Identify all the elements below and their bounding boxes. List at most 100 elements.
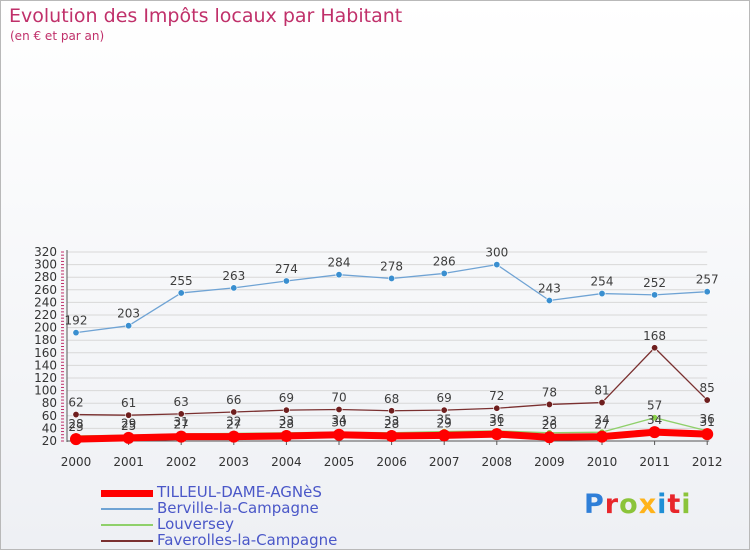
legend-swatch [101, 489, 153, 497]
x-tick-label: 2011 [639, 455, 670, 469]
data-point [598, 399, 606, 407]
data-label: 68 [384, 392, 399, 406]
data-label: 29 [121, 416, 136, 430]
x-tick-label: 2000 [61, 455, 92, 469]
data-label: 63 [174, 395, 189, 409]
y-tick-label: 140 [34, 358, 57, 372]
data-label: 33 [279, 414, 294, 428]
data-point [440, 269, 448, 277]
data-point [543, 431, 556, 444]
data-label: 70 [331, 391, 346, 405]
data-point [388, 274, 396, 282]
data-label: 28 [279, 417, 294, 431]
data-point [438, 429, 451, 442]
data-label: 274 [275, 262, 298, 276]
data-point [227, 430, 240, 443]
data-label: 69 [279, 391, 294, 405]
logo-letter: x [638, 489, 658, 520]
data-label: 35 [437, 413, 452, 427]
data-point [125, 322, 133, 330]
data-label: 29 [437, 416, 452, 430]
data-label: 33 [384, 414, 399, 428]
data-label: 254 [591, 275, 614, 289]
data-label: 72 [489, 389, 504, 403]
legend-swatch [101, 524, 153, 526]
y-tick-label: 100 [34, 384, 57, 398]
data-label: 300 [485, 246, 508, 260]
data-point [490, 428, 503, 441]
x-tick-label: 2005 [324, 455, 355, 469]
data-point [72, 329, 80, 337]
data-label: 243 [538, 282, 561, 296]
x-tick-label: 2006 [376, 455, 407, 469]
y-tick-label: 320 [34, 245, 57, 259]
data-point [333, 428, 345, 441]
data-label: 255 [170, 274, 193, 288]
data-label: 286 [433, 254, 456, 268]
data-point [651, 414, 659, 422]
data-point [177, 410, 185, 418]
data-label: 30 [331, 416, 346, 430]
data-label: 23 [68, 420, 83, 434]
data-point [230, 284, 238, 292]
x-tick-label: 2012 [692, 455, 723, 469]
y-tick-label: 200 [34, 321, 57, 335]
data-label: 34 [647, 413, 662, 427]
logo-letter: i [681, 489, 692, 520]
logo-letter: P [584, 489, 605, 520]
legend-label: Louversey [157, 515, 234, 533]
x-tick-label: 2002 [166, 455, 197, 469]
legend-label: Faverolles-la-Campagne [157, 531, 338, 549]
legend-label: Berville-la-Campagne [157, 499, 319, 517]
data-point [701, 428, 714, 441]
data-point [703, 396, 711, 404]
data-point [648, 426, 661, 439]
data-label: 31 [174, 415, 189, 429]
data-label: 26 [542, 418, 557, 432]
data-label: 278 [380, 259, 403, 273]
data-point [335, 271, 343, 279]
data-point [651, 291, 659, 299]
data-label: 257 [696, 273, 719, 287]
data-point [282, 406, 290, 414]
data-label: 85 [700, 381, 715, 395]
data-point [282, 277, 290, 285]
data-label: 78 [542, 385, 557, 399]
data-label: 62 [68, 396, 83, 410]
data-point [493, 404, 501, 412]
data-label: 27 [174, 418, 189, 432]
chart-subtitle: (en € et par an) [10, 29, 105, 43]
data-label: 28 [384, 417, 399, 431]
data-point [335, 405, 343, 413]
data-label: 263 [222, 269, 245, 283]
data-label: 31 [489, 415, 504, 429]
data-label: 203 [117, 307, 140, 321]
y-tick-label: 80 [42, 396, 57, 410]
y-tick-label: 220 [34, 308, 57, 322]
x-tick-label: 2010 [587, 455, 618, 469]
data-point [493, 261, 501, 269]
data-point [72, 411, 80, 419]
data-label: 33 [542, 414, 557, 428]
data-label: 81 [594, 384, 609, 398]
data-label: 27 [594, 418, 609, 432]
legend-swatch [101, 508, 153, 510]
data-label: 61 [121, 396, 136, 410]
x-tick-label: 2009 [534, 455, 565, 469]
data-point [385, 429, 398, 442]
y-tick-label: 160 [34, 346, 57, 360]
legend-swatch [101, 540, 153, 542]
data-point [230, 408, 238, 416]
data-label: 31 [700, 415, 715, 429]
data-point [596, 430, 608, 443]
data-point [175, 430, 188, 443]
x-tick-label: 2003 [219, 455, 250, 469]
data-label: 284 [328, 256, 351, 270]
y-tick-label: 300 [34, 258, 57, 272]
data-label: 36 [489, 412, 504, 426]
chart-title: Evolution des Impôts locaux par Habitant [9, 5, 403, 27]
data-label: 36 [700, 412, 715, 426]
y-tick-label: 260 [34, 283, 57, 297]
